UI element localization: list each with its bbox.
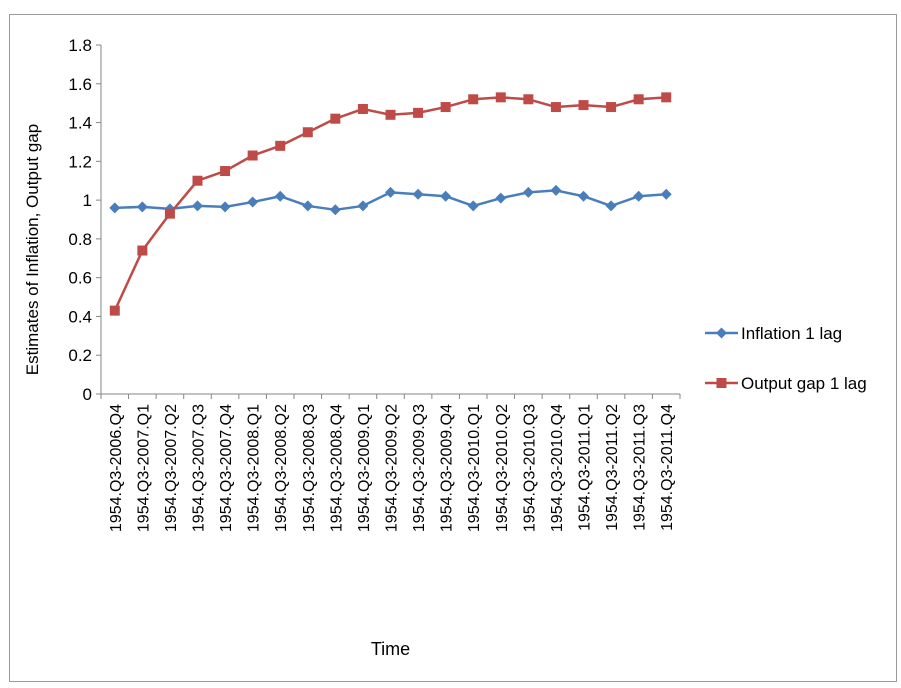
data-point-inflation: [412, 188, 424, 200]
x-tick-label: 1954.Q3-2010.Q4: [549, 404, 566, 532]
data-point-output-gap: [495, 92, 506, 103]
data-point-output-gap: [247, 150, 258, 161]
chart-frame: 0 0.2 0.4 0.6 0.8 1 1.2 1.4 1.6 1.8 1954.Q3-2006.Q…: [9, 14, 897, 682]
x-tick-label: 1954.Q3-2011.Q3: [632, 404, 649, 531]
x-tick-label: 1954.Q3-2011.Q2: [604, 404, 621, 531]
line-chart: 0 0.2 0.4 0.6 0.8 1 1.2 1.4 1.6 1.8 1954.Q3-2006.Q…: [23, 36, 867, 659]
x-tick-label: 1954.Q3-2007.Q1: [135, 404, 152, 532]
data-point-output-gap: [109, 305, 120, 316]
data-point-output-gap: [164, 208, 175, 219]
x-tick-label: 1954.Q3-2008.Q3: [301, 404, 318, 532]
x-tick-label: 1954.Q3-2010.Q2: [494, 404, 511, 532]
y-tick-label: 1.2: [68, 152, 92, 171]
x-tick-label: 1954.Q3-2011.Q1: [577, 404, 594, 531]
data-point-output-gap: [468, 94, 479, 105]
data-point-inflation: [357, 200, 369, 212]
plot-area: 0 0.2 0.4 0.6 0.8 1 1.2 1.4 1.6 1.8 1954.Q3-2006.Q…: [68, 36, 681, 532]
data-point-inflation: [385, 186, 396, 198]
y-axis-title: Estimates of Inflation, Output gap: [23, 124, 42, 375]
x-tick-label: 1954.Q3-2007.Q3: [191, 404, 208, 532]
data-point-inflation: [522, 186, 534, 198]
data-point-output-gap: [661, 92, 672, 103]
x-tick-label: 1954.Q3-2009.Q2: [384, 404, 401, 532]
x-tick-label: 1954.Q3-2008.Q1: [246, 404, 263, 532]
data-point-inflation: [495, 192, 507, 204]
y-tick-label: 0.2: [68, 346, 92, 365]
y-tick-label: 1.6: [68, 75, 92, 94]
legend-item-1: Inflation 1 lag: [705, 324, 842, 343]
data-point-output-gap: [440, 102, 451, 113]
y-tick-label: 0.4: [68, 307, 92, 326]
legend-marker: [716, 327, 727, 339]
legend-label: Output gap 1 lag: [741, 374, 867, 393]
data-point-inflation: [440, 190, 452, 202]
data-point-inflation: [605, 200, 617, 212]
y-tick-label: 0: [83, 385, 92, 404]
data-point-inflation: [550, 184, 562, 196]
data-point-output-gap: [633, 94, 644, 105]
data-point-inflation: [660, 188, 672, 200]
data-point-output-gap: [220, 166, 231, 177]
data-point-output-gap: [357, 103, 368, 114]
x-tick-label: 1954.Q3-2010.Q1: [466, 404, 483, 532]
legend-marker: [716, 378, 727, 388]
data-point-inflation: [219, 201, 231, 213]
data-point-inflation: [136, 201, 148, 213]
data-point-inflation: [578, 190, 589, 202]
data-point-output-gap: [302, 127, 313, 138]
legend-label: Inflation 1 lag: [741, 324, 842, 343]
x-tick-label: 1954.Q3-2006.Q4: [108, 404, 125, 532]
data-point-output-gap: [606, 102, 617, 113]
x-tick-label: 1954.Q3-2007.Q2: [163, 404, 180, 532]
x-tick-label: 1954.Q3-2009.Q1: [356, 404, 373, 532]
data-point-inflation: [329, 204, 341, 216]
data-point-output-gap: [137, 245, 148, 256]
y-tick-label: 1.8: [68, 36, 92, 55]
data-point-inflation: [274, 190, 286, 202]
data-point-inflation: [109, 202, 121, 214]
data-point-output-gap: [578, 100, 589, 111]
data-point-inflation: [467, 200, 479, 212]
y-tick-label: 0.8: [68, 230, 92, 249]
data-point-output-gap: [523, 94, 534, 105]
data-point-output-gap: [275, 140, 286, 151]
y-tick-label: 1.4: [68, 114, 92, 133]
data-point-output-gap: [192, 175, 203, 186]
data-point-output-gap: [550, 102, 561, 113]
y-tick-label: 0.6: [68, 269, 92, 288]
x-tick-label: 1954.Q3-2009.Q4: [439, 404, 456, 532]
x-tick-label: 1954.Q3-2008.Q2: [273, 404, 290, 532]
x-tick-label: 1954.Q3-2008.Q4: [328, 404, 345, 532]
data-point-inflation: [302, 200, 314, 212]
x-axis-title: Time: [371, 639, 410, 659]
x-tick-label: 1954.Q3-2009.Q3: [411, 404, 428, 532]
legend-item-2: Output gap 1 lag: [705, 374, 867, 393]
data-point-output-gap: [385, 109, 396, 120]
x-tick-label: 1954.Q3-2011.Q4: [659, 404, 676, 531]
x-tick-label: 1954.Q3-2007.Q4: [218, 404, 235, 532]
data-point-output-gap: [413, 107, 424, 118]
data-point-inflation: [633, 190, 645, 202]
y-tick-label: 1: [83, 191, 92, 210]
x-tick-label: 1954.Q3-2010.Q3: [521, 404, 538, 532]
data-point-inflation: [192, 200, 203, 212]
data-point-inflation: [247, 196, 259, 208]
legend: Inflation 1 lag Output gap 1 lag: [705, 324, 867, 393]
data-point-output-gap: [330, 113, 341, 124]
